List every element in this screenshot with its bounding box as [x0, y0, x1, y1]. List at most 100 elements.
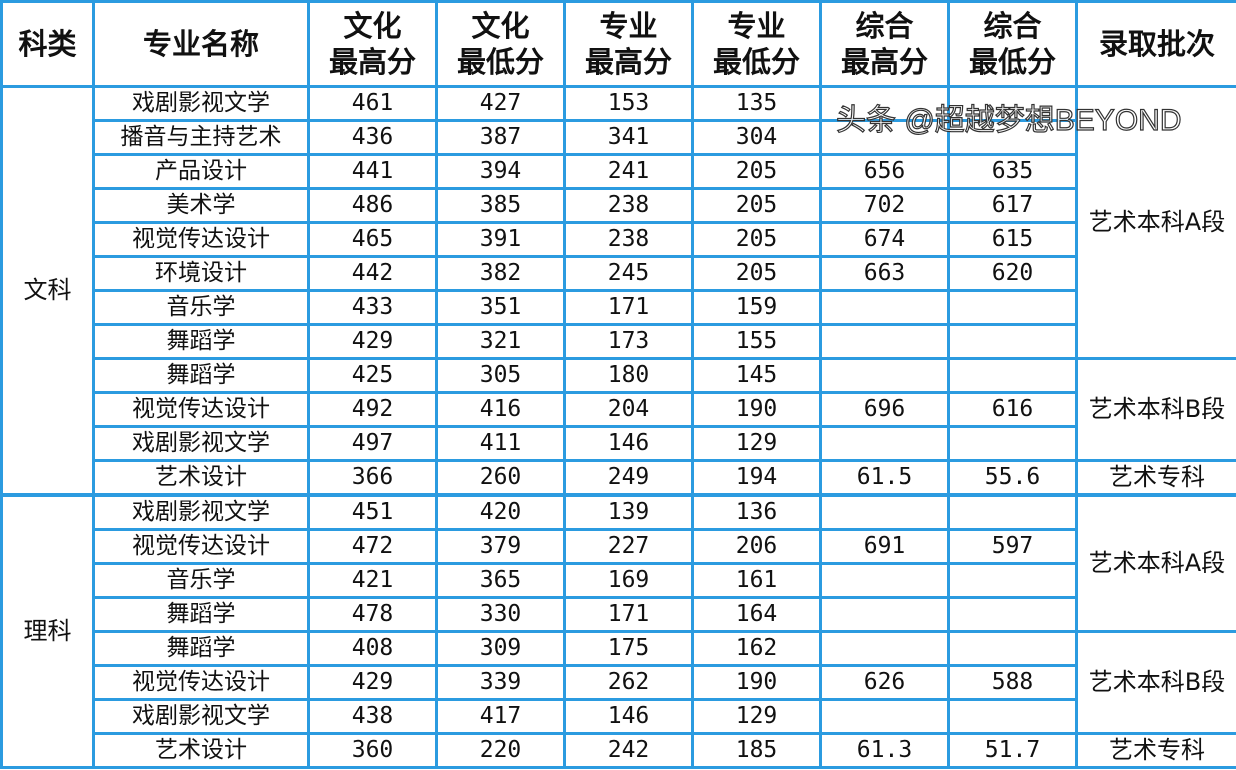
score-cell: [947, 425, 1078, 462]
score-cell: 382: [435, 255, 566, 292]
score-cell: 175: [563, 630, 694, 667]
major-name-cell: 戏剧影视文学: [92, 425, 310, 462]
header-category: 科类: [0, 0, 95, 88]
score-cell: [819, 323, 950, 360]
score-cell: 238: [563, 187, 694, 224]
score-cell: 497: [307, 425, 438, 462]
score-cell: 153: [563, 85, 694, 122]
table-row: 视觉传达设计 429 339 262 190 626 588: [2, 664, 1236, 701]
score-cell: 245: [563, 255, 694, 292]
score-cell: [819, 562, 950, 599]
score-cell: 238: [563, 221, 694, 258]
score-cell: 696: [819, 391, 950, 428]
score-cell: 486: [307, 187, 438, 224]
score-cell: [819, 596, 950, 633]
score-cell: 438: [307, 698, 438, 735]
score-cell: 472: [307, 528, 438, 565]
header-culture-min: 文化 最低分: [435, 0, 566, 88]
score-cell: 171: [563, 289, 694, 326]
score-cell: 145: [691, 357, 822, 394]
score-cell: [947, 119, 1078, 156]
score-cell: 227: [563, 528, 694, 565]
table-row: 音乐学 433 351 171 159: [2, 289, 1236, 326]
table-row: 美术学 486 385 238 205 702 617: [2, 187, 1236, 224]
header-row: 科类 专业名称 文化 最高分 文化 最低分 专业 最高分 专业 最低分 综合 最高分 综合 最…: [0, 0, 1236, 88]
score-cell: 366: [307, 459, 438, 497]
table-row: 产品设计 441 394 241 205 656 635: [2, 153, 1236, 190]
score-cell: 321: [435, 323, 566, 360]
header-culture-max: 文化 最高分: [307, 0, 438, 88]
major-name-cell: 环境设计: [92, 255, 310, 292]
score-cell: 135: [691, 85, 822, 122]
score-cell: 260: [435, 459, 566, 497]
score-cell: [819, 289, 950, 326]
score-cell: [947, 596, 1078, 633]
score-cell: 429: [307, 323, 438, 360]
score-cell: 391: [435, 221, 566, 258]
score-cell: 436: [307, 119, 438, 156]
score-cell: [947, 562, 1078, 599]
table-row: 音乐学 421 365 169 161: [2, 562, 1236, 599]
score-cell: 421: [307, 562, 438, 599]
score-cell: 416: [435, 391, 566, 428]
score-cell: 387: [435, 119, 566, 156]
score-cell: 420: [435, 493, 566, 531]
score-cell: 674: [819, 221, 950, 258]
score-cell: [819, 357, 950, 394]
score-cell: 341: [563, 119, 694, 156]
score-cell: 702: [819, 187, 950, 224]
score-cell: [947, 493, 1078, 531]
score-cell: 204: [563, 391, 694, 428]
score-cell: 305: [435, 357, 566, 394]
score-cell: 262: [563, 664, 694, 701]
header-composite-max: 综合 最高分: [819, 0, 950, 88]
score-cell: [947, 357, 1078, 394]
table-row: 戏剧影视文学 497 411 146 129: [2, 425, 1236, 462]
major-name-cell: 戏剧影视文学: [92, 493, 310, 531]
score-cell: [819, 630, 950, 667]
score-cell: 360: [307, 732, 438, 769]
score-cell: 129: [691, 425, 822, 462]
major-name-cell: 艺术设计: [92, 732, 310, 769]
batch-cell: 艺术专科: [1075, 459, 1236, 497]
major-name-cell: 舞蹈学: [92, 596, 310, 633]
table-row: 视觉传达设计 492 416 204 190 696 616: [2, 391, 1236, 428]
major-name-cell: 产品设计: [92, 153, 310, 190]
score-cell: 205: [691, 221, 822, 258]
score-cell: [947, 85, 1078, 122]
major-name-cell: 音乐学: [92, 289, 310, 326]
score-cell: 205: [691, 255, 822, 292]
table-row: 舞蹈学 429 321 173 155: [2, 323, 1236, 360]
score-cell: 61.5: [819, 459, 950, 497]
score-cell: 242: [563, 732, 694, 769]
score-cell: 330: [435, 596, 566, 633]
score-cell: 194: [691, 459, 822, 497]
score-cell: 691: [819, 528, 950, 565]
score-cell: 408: [307, 630, 438, 667]
score-cell: 442: [307, 255, 438, 292]
score-cell: 206: [691, 528, 822, 565]
score-cell: 169: [563, 562, 694, 599]
category-cell: 文科: [0, 85, 95, 497]
score-cell: 185: [691, 732, 822, 769]
score-cell: 588: [947, 664, 1078, 701]
score-cell: 249: [563, 459, 694, 497]
score-cell: [947, 698, 1078, 735]
score-cell: [819, 698, 950, 735]
table-row: 播音与主持艺术 436 387 341 304: [2, 119, 1236, 156]
score-cell: 162: [691, 630, 822, 667]
score-cell: 620: [947, 255, 1078, 292]
table-row: 戏剧影视文学 438 417 146 129: [2, 698, 1236, 735]
score-cell: 220: [435, 732, 566, 769]
major-name-cell: 艺术设计: [92, 459, 310, 497]
score-cell: [819, 85, 950, 122]
score-cell: 61.3: [819, 732, 950, 769]
score-cell: 394: [435, 153, 566, 190]
major-name-cell: 视觉传达设计: [92, 664, 310, 701]
score-cell: 339: [435, 664, 566, 701]
score-cell: 656: [819, 153, 950, 190]
score-cell: [819, 119, 950, 156]
major-name-cell: 舞蹈学: [92, 630, 310, 667]
score-cell: 663: [819, 255, 950, 292]
